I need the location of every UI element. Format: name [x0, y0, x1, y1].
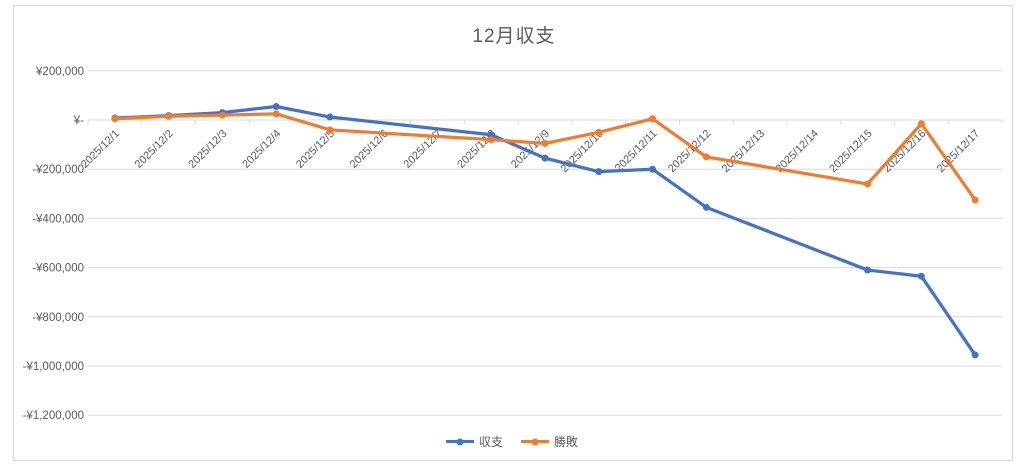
y-axis-label: -¥200,000: [32, 164, 84, 176]
y-axis-label: ¥200,000: [35, 66, 84, 78]
data-point-marker: [326, 113, 334, 121]
legend-label: 収支: [478, 435, 503, 449]
data-point-marker: [702, 153, 710, 161]
data-point-marker: [218, 111, 226, 119]
data-point-marker: [971, 196, 979, 204]
data-point-marker: [487, 136, 495, 144]
data-point-marker: [649, 115, 657, 123]
y-axis-label: -¥1,000,000: [23, 361, 84, 373]
data-point-marker: [971, 351, 979, 359]
data-point-marker: [917, 272, 925, 280]
data-point-marker: [864, 266, 872, 274]
data-point-marker: [541, 139, 549, 147]
x-axis-label: 2025/12/3: [186, 128, 229, 171]
data-point-marker: [649, 165, 657, 173]
chart-title: 12月収支: [472, 26, 556, 47]
data-point-marker: [272, 110, 280, 118]
x-axis-label: 2025/12/9: [509, 128, 552, 171]
x-axis-label: 2025/12/15: [827, 128, 874, 175]
y-axis-labels: ¥200,000 ¥- -¥200,000 -¥400,000 -¥600,000 -¥8…: [23, 66, 85, 422]
series-1: [111, 110, 979, 204]
legend: 収支 勝敗: [0, 433, 1024, 450]
legend-item-series-0: 収支: [445, 433, 503, 450]
y-axis-label: -¥400,000: [32, 213, 84, 225]
x-axis-label: 2025/12/4: [240, 128, 283, 171]
legend-line-marker-icon: [445, 438, 474, 445]
legend-item-series-1: 勝敗: [521, 433, 578, 450]
data-point-marker: [165, 112, 173, 120]
data-point-marker: [864, 180, 872, 188]
gridlines: [88, 70, 1002, 416]
y-axis-label: -¥1,200,000: [23, 410, 84, 422]
legend-line-marker-icon: [521, 438, 549, 445]
data-point-marker: [702, 203, 710, 211]
x-axis-label: 2025/12/1: [79, 128, 122, 171]
y-axis-label: ¥-: [73, 115, 84, 127]
data-point-marker: [541, 154, 549, 162]
data-point-marker: [111, 115, 119, 123]
data-point-marker: [917, 120, 925, 128]
x-axis-ticks: [87, 120, 1003, 125]
x-axis-label: 2025/12/16: [881, 128, 928, 175]
y-axis-label: -¥800,000: [32, 312, 84, 324]
data-point-marker: [595, 128, 603, 136]
data-point-marker: [326, 126, 334, 134]
legend-label: 勝敗: [554, 435, 579, 449]
y-axis-label: -¥600,000: [32, 263, 84, 275]
data-point-marker: [272, 102, 280, 110]
data-point-marker: [487, 131, 495, 139]
x-axis-label: 2025/12/2: [133, 128, 176, 171]
x-axis-label: 2025/12/13: [720, 128, 767, 175]
x-axis-label: 2025/12/5: [294, 128, 337, 171]
data-point-marker: [595, 168, 603, 176]
chart-frame: [13, 5, 1013, 461]
